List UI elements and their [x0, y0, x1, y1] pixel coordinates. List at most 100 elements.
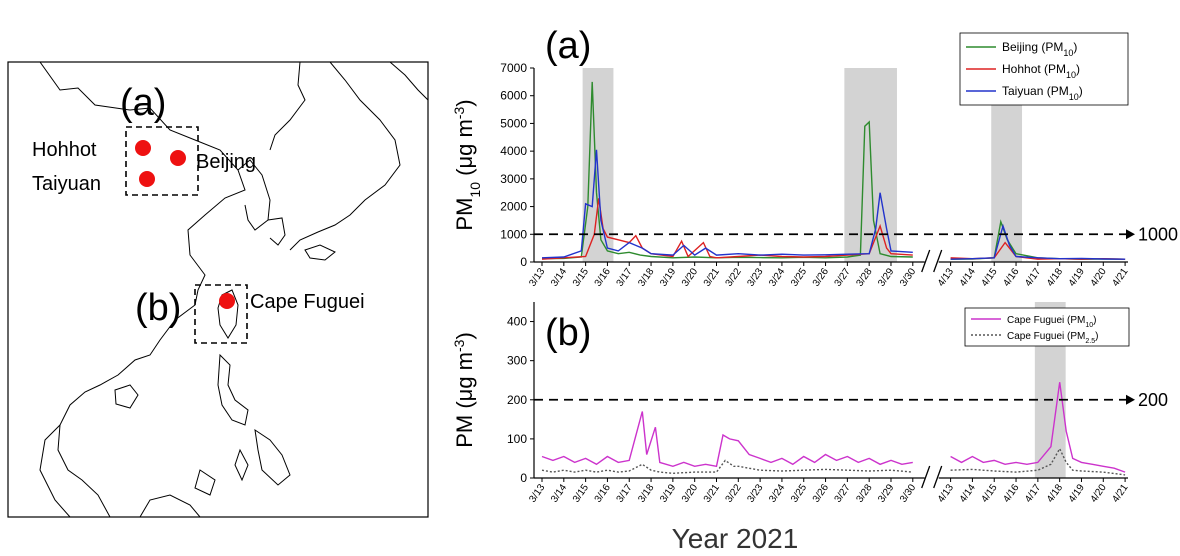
x-tick-label: 3/26	[811, 482, 831, 505]
x-tick-label: 3/22	[724, 482, 744, 505]
x-tick-label: 4/15	[980, 482, 1000, 505]
taiyuan-label: Taiyuan	[32, 173, 101, 195]
chart-b: 0 100 200 300 400 3/13 3/14 3/15 3/16 3/17 3/18 3/1…	[451, 302, 1168, 505]
cape-fuguei-marker	[219, 293, 235, 309]
x-tick-label: 3/23	[745, 482, 765, 505]
series-line	[950, 241, 1126, 260]
reference-arrow	[1126, 394, 1135, 405]
x-tick-label: 4/17	[1023, 482, 1043, 505]
y-tick-label: 1000	[500, 227, 527, 241]
x-tick-label: 3/29	[876, 482, 896, 505]
x-tick-label: 3/14	[549, 266, 569, 289]
series-line	[950, 447, 1126, 476]
y-tick-label: 200	[507, 393, 527, 407]
x-tick-label: 3/20	[680, 482, 700, 505]
beijing-label: Beijing	[196, 151, 256, 173]
y-tick-label: 400	[507, 315, 527, 329]
x-tick-label: 4/18	[1045, 482, 1065, 505]
x-tick-label: 3/13	[527, 482, 547, 505]
x-tick-label: 4/16	[1001, 266, 1021, 289]
x-tick-label: 4/21	[1110, 266, 1130, 289]
legend-box	[964, 307, 1130, 347]
reference-line-label: 1000	[1138, 224, 1178, 244]
y-tick-label: 7000	[500, 61, 527, 75]
y-tick-label: 6000	[500, 89, 527, 103]
map-region-a-label: (a)	[120, 82, 166, 124]
hohhot-marker	[135, 140, 151, 156]
x-tick-label: 3/15	[571, 266, 591, 289]
legend-entry: Taiyuan (PM10)	[1002, 84, 1083, 102]
y-tick-label: 2000	[500, 200, 527, 214]
x-tick-label: 4/13	[936, 482, 956, 505]
series-line	[950, 219, 1126, 260]
region-b-box	[194, 284, 248, 344]
map-panel: (a) Hohhot Beijing Taiyuan (b) Cape Fugu…	[7, 61, 429, 518]
axis-break-mark	[921, 465, 931, 489]
series-line	[950, 382, 1126, 473]
x-tick-label: 4/15	[980, 266, 1000, 289]
x-tick-label: 3/15	[571, 482, 591, 505]
cape-fuguei-label: Cape Fuguei	[250, 291, 365, 313]
series-line	[541, 411, 913, 468]
x-tick-label: 4/20	[1089, 482, 1109, 505]
x-tick-label: 3/19	[658, 482, 678, 505]
x-tick-label: 3/27	[833, 482, 853, 505]
axis-break-mark	[933, 249, 943, 273]
x-tick-label: 3/24	[767, 482, 787, 505]
x-tick-label: 4/17	[1023, 266, 1043, 289]
reference-line-label: 200	[1138, 390, 1168, 410]
y-tick-label: 300	[507, 354, 527, 368]
x-tick-label: 3/26	[811, 266, 831, 289]
axis-break-gap	[924, 466, 939, 490]
x-tick-label: 3/28	[854, 266, 874, 289]
y-tick-label: 100	[507, 432, 527, 446]
axis-break-mark	[921, 249, 931, 273]
y-axis-label: PM (μg m-3)	[451, 332, 477, 448]
legend-entry: Cape Fuguei (PM10)	[1007, 315, 1097, 329]
x-tick-label: 3/17	[615, 266, 635, 289]
x-tick-label: 3/18	[636, 482, 656, 505]
x-tick-label: 4/19	[1067, 482, 1087, 505]
x-tick-label: 4/14	[958, 482, 978, 505]
x-tick-label: 3/13	[527, 266, 547, 289]
shared-x-axis-label: Year 2021	[672, 523, 799, 554]
x-tick-label: 3/18	[636, 266, 656, 289]
x-tick-label: 3/25	[789, 266, 809, 289]
y-tick-label: 3000	[500, 172, 527, 186]
x-tick-label: 4/13	[936, 266, 956, 289]
legend-entry: Cape Fuguei (PM2.5)	[1007, 331, 1098, 345]
x-tick-label: 3/23	[745, 266, 765, 289]
x-tick-label: 4/21	[1110, 482, 1130, 505]
y-axis-label: PM10 (μg m-3)	[451, 99, 483, 230]
axis-break-mark	[933, 465, 943, 489]
x-tick-label: 3/30	[898, 482, 918, 505]
x-tick-label: 3/24	[767, 266, 787, 289]
x-tick-label: 3/25	[789, 482, 809, 505]
x-tick-label: 3/29	[876, 266, 896, 289]
series-line	[541, 81, 913, 260]
x-tick-label: 3/14	[549, 482, 569, 505]
x-tick-label: 3/17	[615, 482, 635, 505]
y-tick-label: 4000	[500, 144, 527, 158]
taiyuan-marker	[139, 171, 155, 187]
panel-label: (a)	[545, 25, 591, 67]
x-tick-label: 3/22	[724, 266, 744, 289]
x-tick-label: 3/28	[854, 482, 874, 505]
x-tick-label: 3/19	[658, 266, 678, 289]
x-tick-label: 3/16	[593, 266, 613, 289]
x-tick-label: 3/21	[702, 482, 722, 505]
series-line	[541, 459, 913, 475]
x-tick-label: 3/16	[593, 482, 613, 505]
x-tick-label: 4/14	[958, 266, 978, 289]
axis-break-gap	[924, 250, 939, 274]
beijing-marker	[170, 150, 186, 166]
series-line	[541, 149, 913, 259]
map-region-b-label: (b)	[135, 287, 181, 329]
x-tick-label: 3/30	[898, 266, 918, 289]
reference-arrow	[1126, 229, 1135, 240]
hohhot-label: Hohhot	[32, 139, 97, 161]
coastline	[39, 62, 428, 517]
x-tick-label: 3/27	[833, 266, 853, 289]
